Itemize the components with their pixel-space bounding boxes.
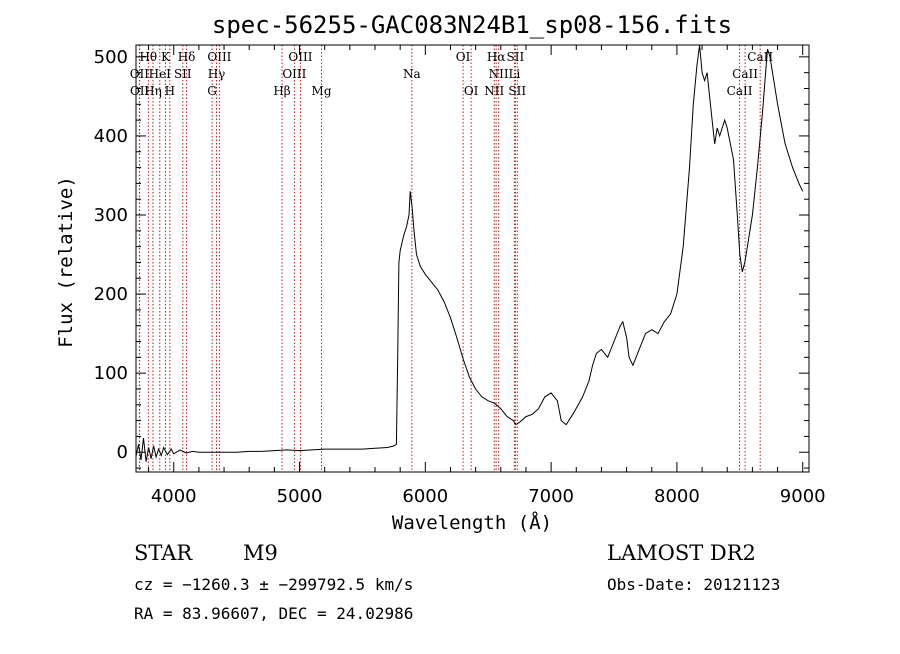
x-tick-label: 4000: [151, 486, 197, 507]
coordinates-text: RA = 83.96607, DEC = 24.02986: [134, 604, 413, 623]
line-marker-label: OI: [456, 50, 471, 64]
spectral-line-markers: [138, 45, 761, 472]
observation-date: Obs-Date: 20121123: [607, 575, 780, 594]
object-subclass: M9: [243, 541, 278, 565]
line-marker-label: NII: [489, 67, 509, 81]
plot-frame: [135, 44, 810, 473]
line-marker-label: Hη: [144, 84, 162, 98]
line-marker-label: Na: [403, 67, 421, 81]
line-marker-label: NII: [484, 84, 504, 98]
y-tick-label: 100: [94, 363, 128, 384]
survey-name: LAMOST DR2: [607, 541, 756, 565]
x-axis: 4000 5000 6000 7000 8000 9000: [148, 45, 826, 507]
y-axis: 0 100 200 300 400 500: [94, 47, 809, 469]
line-marker-label: SII: [507, 50, 525, 64]
line-marker-label: SII: [508, 84, 526, 98]
line-marker-label: G: [207, 84, 217, 98]
redshift-text: cz = −1260.3 ± −299792.5 km/s: [134, 575, 413, 594]
line-marker-label: Hα: [487, 50, 506, 64]
x-tick-label: 7000: [528, 486, 574, 507]
line-marker-label: Hγ: [208, 67, 226, 81]
y-tick-label: 400: [94, 126, 128, 147]
line-marker-label: HeI: [149, 67, 172, 81]
line-marker-label: Hδ: [178, 50, 196, 64]
line-marker-label: Hβ: [273, 84, 290, 98]
spectrum-line: [135, 44, 804, 462]
chart-title: spec-56255-GAC083N24B1_sp08-156.fits: [212, 11, 732, 39]
line-marker-label: OIII: [288, 50, 312, 64]
x-tick-label: 5000: [277, 486, 323, 507]
series-layer: [135, 44, 804, 462]
object-class: STAR: [134, 541, 193, 565]
y-axis-label: Flux (relative): [55, 176, 77, 348]
y-tick-label: 200: [94, 284, 128, 305]
y-tick-label: 500: [94, 47, 128, 68]
line-marker-label: Hθ: [139, 50, 157, 64]
line-marker-label: CaII: [732, 67, 758, 81]
line-marker-label: OII: [130, 67, 150, 81]
line-marker-label: H: [165, 84, 175, 98]
line-marker-label: Li: [508, 67, 520, 81]
line-marker-label: SII: [174, 67, 192, 81]
line-marker-label: CaII: [747, 50, 773, 64]
x-axis-label: Wavelength (Å): [392, 511, 552, 534]
x-tick-label: 6000: [402, 486, 448, 507]
line-marker-label: OI: [464, 84, 479, 98]
y-tick-label: 300: [94, 205, 128, 226]
x-tick-label: 8000: [654, 486, 700, 507]
x-tick-label: 9000: [780, 486, 826, 507]
line-marker-label: CaII: [727, 84, 753, 98]
line-marker-label: OIII: [207, 50, 231, 64]
line-marker-label: OIII: [282, 67, 306, 81]
line-marker-label: OII: [130, 84, 150, 98]
line-marker-label: Mg: [312, 84, 332, 98]
y-tick-label: 0: [117, 442, 128, 463]
line-marker-label: K: [161, 50, 171, 64]
